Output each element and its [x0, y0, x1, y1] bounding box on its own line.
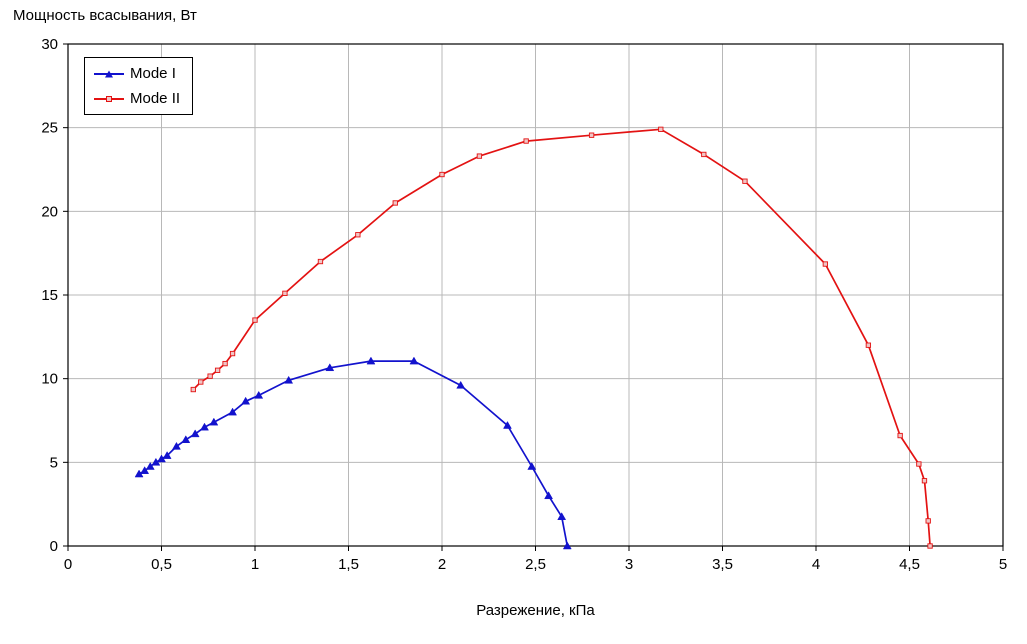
x-tick-label: 2	[438, 556, 446, 573]
data-point-square	[865, 342, 872, 348]
data-point-triangle	[409, 356, 419, 365]
x-tick-label: 0,5	[151, 556, 172, 573]
data-point-square	[198, 379, 204, 385]
y-tick-label: 30	[41, 36, 58, 53]
mode-2-line-marker-icon	[94, 92, 124, 106]
data-point-square	[523, 138, 529, 144]
legend-label-mode-1: Mode I	[130, 65, 176, 82]
x-tick-label: 3,5	[712, 556, 733, 573]
data-point-triangle	[241, 396, 251, 405]
x-tick-label: 4	[812, 556, 820, 573]
legend-item-mode-2: Mode II	[94, 90, 180, 107]
data-point-triangle	[557, 512, 567, 520]
x-tick-label: 3	[625, 556, 633, 573]
data-point-square	[392, 200, 398, 206]
legend-item-mode-1: Mode I	[94, 65, 180, 82]
data-point-square	[916, 461, 922, 467]
x-tick-label: 0	[64, 556, 72, 573]
x-tick-label: 1,5	[338, 556, 359, 573]
data-point-square	[658, 126, 664, 132]
data-point-triangle	[503, 421, 512, 429]
data-point-square	[927, 543, 933, 549]
data-point-square	[921, 478, 928, 484]
x-tick-label: 1	[251, 556, 259, 573]
data-point-triangle	[527, 462, 537, 470]
data-point-triangle	[172, 441, 181, 450]
data-point-square	[588, 132, 595, 138]
legend-marker-icon	[106, 95, 112, 102]
y-axis-title: Мощность всасывания, Вт	[13, 7, 197, 24]
legend-marker-icon	[105, 70, 113, 77]
data-point-triangle	[544, 491, 554, 500]
data-point-triangle	[162, 451, 172, 459]
series-line-mode-ii	[192, 128, 931, 547]
data-point-triangle	[200, 422, 209, 431]
series-line-mode-i	[138, 360, 569, 547]
data-point-triangle	[456, 380, 466, 389]
data-point-triangle	[145, 462, 155, 470]
data-point-square	[925, 518, 931, 524]
data-point-square	[701, 151, 707, 158]
data-point-triangle	[140, 466, 150, 474]
x-tick-label: 2,5	[525, 556, 546, 573]
data-point-square	[229, 350, 236, 357]
data-point-square	[214, 367, 221, 373]
x-axis-title: Разрежение, кПа	[476, 602, 595, 619]
data-point-square	[222, 360, 228, 367]
x-tick-label: 5	[999, 556, 1007, 573]
mode-1-line-marker-icon	[94, 67, 124, 81]
data-point-square	[897, 432, 903, 439]
data-point-square	[252, 317, 258, 323]
legend-label-mode-2: Mode II	[130, 90, 181, 107]
data-point-square	[355, 232, 361, 238]
data-point-triangle	[228, 407, 237, 416]
data-point-triangle	[562, 541, 572, 550]
data-point-square	[190, 386, 196, 393]
y-tick-label: 0	[50, 538, 58, 555]
y-tick-label: 15	[41, 287, 58, 304]
data-point-square	[207, 373, 213, 379]
data-point-square	[822, 261, 829, 267]
data-point-triangle	[181, 435, 191, 443]
data-point-triangle	[254, 390, 264, 399]
data-point-square	[476, 153, 483, 159]
data-point-square	[742, 178, 748, 184]
x-tick-label: 4,5	[899, 556, 920, 573]
data-point-triangle	[325, 363, 335, 372]
data-point-square	[439, 171, 445, 178]
legend: Mode I Mode II	[84, 57, 194, 115]
data-point-triangle	[284, 375, 294, 384]
y-tick-label: 5	[50, 454, 58, 471]
data-point-square	[282, 290, 288, 296]
data-point-triangle	[190, 429, 200, 438]
data-point-triangle	[366, 356, 376, 365]
data-point-triangle	[209, 417, 219, 426]
y-tick-label: 10	[41, 371, 58, 388]
data-point-square	[317, 258, 324, 265]
y-tick-label: 25	[41, 120, 58, 137]
y-tick-label: 20	[41, 203, 58, 220]
